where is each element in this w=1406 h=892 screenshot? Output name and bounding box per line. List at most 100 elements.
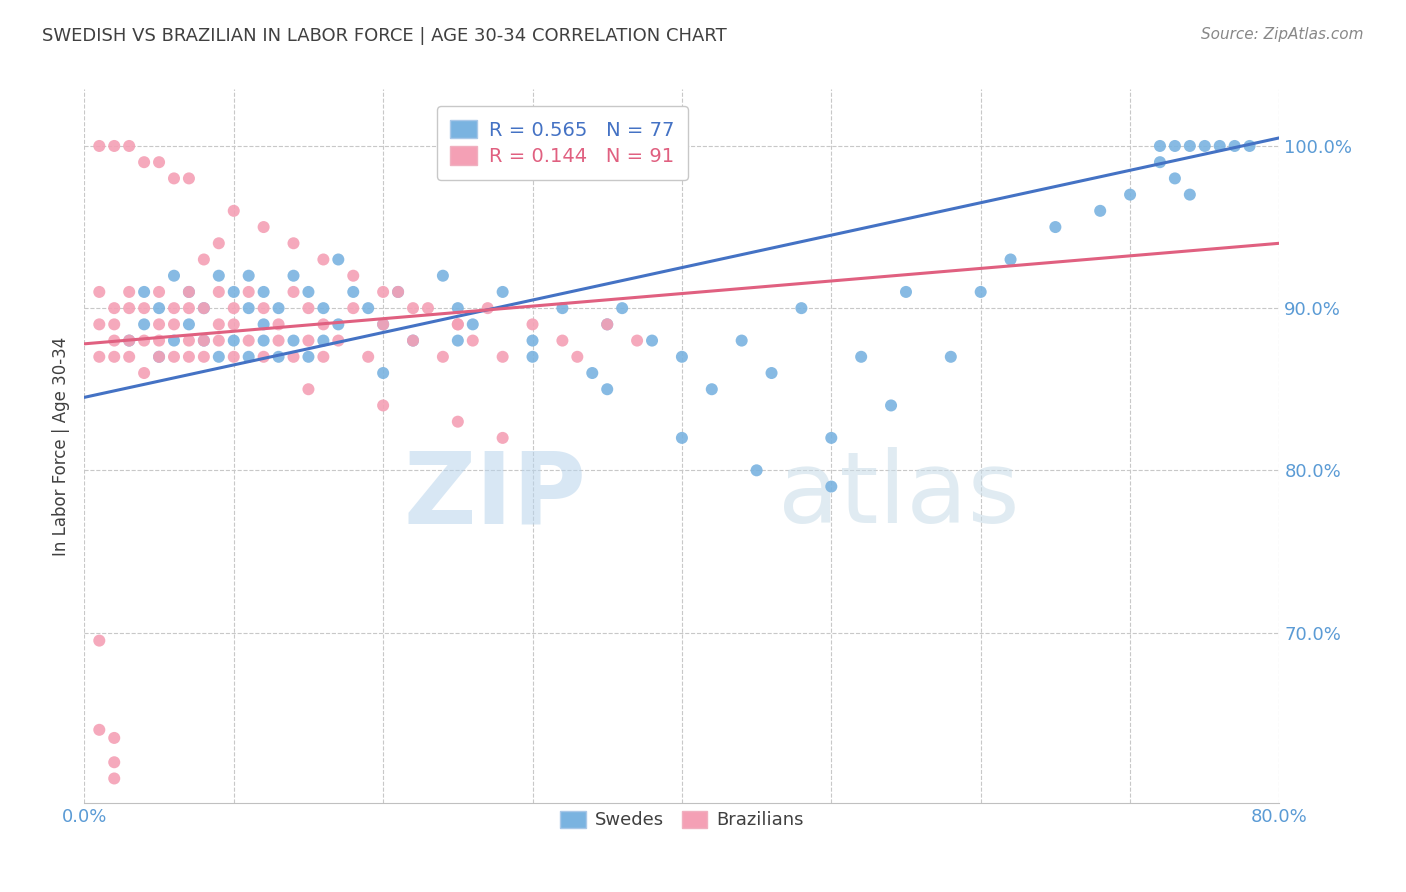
Point	[447, 318, 470, 332]
Point	[89, 139, 111, 153]
Point	[238, 285, 260, 299]
Point	[328, 334, 350, 348]
Point	[148, 334, 170, 348]
Text: SWEDISH VS BRAZILIAN IN LABOR FORCE | AGE 30-34 CORRELATION CHART: SWEDISH VS BRAZILIAN IN LABOR FORCE | AG…	[42, 27, 727, 45]
Point	[118, 334, 141, 348]
Point	[312, 334, 335, 348]
Point	[177, 285, 200, 299]
Point	[612, 301, 634, 315]
Point	[1000, 252, 1022, 267]
Point	[222, 203, 245, 218]
Point	[283, 236, 305, 251]
Point	[671, 431, 693, 445]
Point	[447, 334, 470, 348]
Point	[89, 285, 111, 299]
Point	[939, 350, 962, 364]
Point	[163, 301, 186, 315]
Point	[447, 301, 470, 315]
Point	[373, 366, 395, 380]
Point	[894, 285, 917, 299]
Point	[671, 350, 693, 364]
Point	[177, 171, 200, 186]
Point	[1149, 155, 1171, 169]
Point	[312, 350, 335, 364]
Point	[148, 350, 170, 364]
Point	[89, 723, 111, 737]
Point	[208, 334, 231, 348]
Point	[222, 350, 245, 364]
Point	[132, 366, 156, 380]
Point	[312, 318, 335, 332]
Point	[193, 301, 215, 315]
Point	[820, 479, 842, 493]
Point	[267, 350, 290, 364]
Point	[238, 350, 260, 364]
Point	[492, 285, 515, 299]
Point	[238, 301, 260, 315]
Point	[283, 350, 305, 364]
Point	[118, 301, 141, 315]
Point	[148, 285, 170, 299]
Point	[148, 301, 170, 315]
Point	[208, 285, 231, 299]
Point	[253, 285, 276, 299]
Point	[253, 350, 276, 364]
Point	[551, 334, 574, 348]
Point	[1090, 203, 1112, 218]
Point	[1164, 171, 1187, 186]
Point	[253, 220, 276, 235]
Point	[1209, 139, 1232, 153]
Point	[163, 268, 186, 283]
Point	[222, 318, 245, 332]
Point	[416, 301, 439, 315]
Text: ZIP: ZIP	[404, 448, 586, 544]
Point	[641, 334, 664, 348]
Point	[163, 350, 186, 364]
Point	[297, 350, 319, 364]
Point	[342, 285, 364, 299]
Point	[89, 633, 111, 648]
Point	[253, 318, 276, 332]
Point	[267, 301, 290, 315]
Point	[1239, 139, 1261, 153]
Point	[177, 350, 200, 364]
Point	[148, 350, 170, 364]
Point	[373, 399, 395, 413]
Point	[103, 772, 125, 786]
Point	[238, 334, 260, 348]
Point	[402, 334, 425, 348]
Point	[118, 334, 141, 348]
Point	[492, 431, 515, 445]
Point	[208, 236, 231, 251]
Point	[596, 318, 619, 332]
Point	[253, 301, 276, 315]
Text: Source: ZipAtlas.com: Source: ZipAtlas.com	[1201, 27, 1364, 42]
Point	[208, 318, 231, 332]
Point	[1178, 139, 1201, 153]
Point	[132, 334, 156, 348]
Text: atlas: atlas	[778, 448, 1019, 544]
Point	[103, 139, 125, 153]
Point	[1164, 139, 1187, 153]
Point	[761, 366, 783, 380]
Point	[312, 301, 335, 315]
Y-axis label: In Labor Force | Age 30-34: In Labor Force | Age 30-34	[52, 336, 70, 556]
Point	[522, 334, 544, 348]
Point	[1045, 220, 1067, 235]
Point	[522, 318, 544, 332]
Point	[373, 318, 395, 332]
Point	[118, 350, 141, 364]
Point	[567, 350, 589, 364]
Point	[177, 334, 200, 348]
Point	[1194, 139, 1216, 153]
Point	[745, 463, 768, 477]
Point	[267, 318, 290, 332]
Point	[447, 318, 470, 332]
Point	[208, 268, 231, 283]
Point	[477, 301, 499, 315]
Point	[596, 382, 619, 396]
Point	[132, 318, 156, 332]
Point	[222, 301, 245, 315]
Point	[312, 252, 335, 267]
Point	[222, 334, 245, 348]
